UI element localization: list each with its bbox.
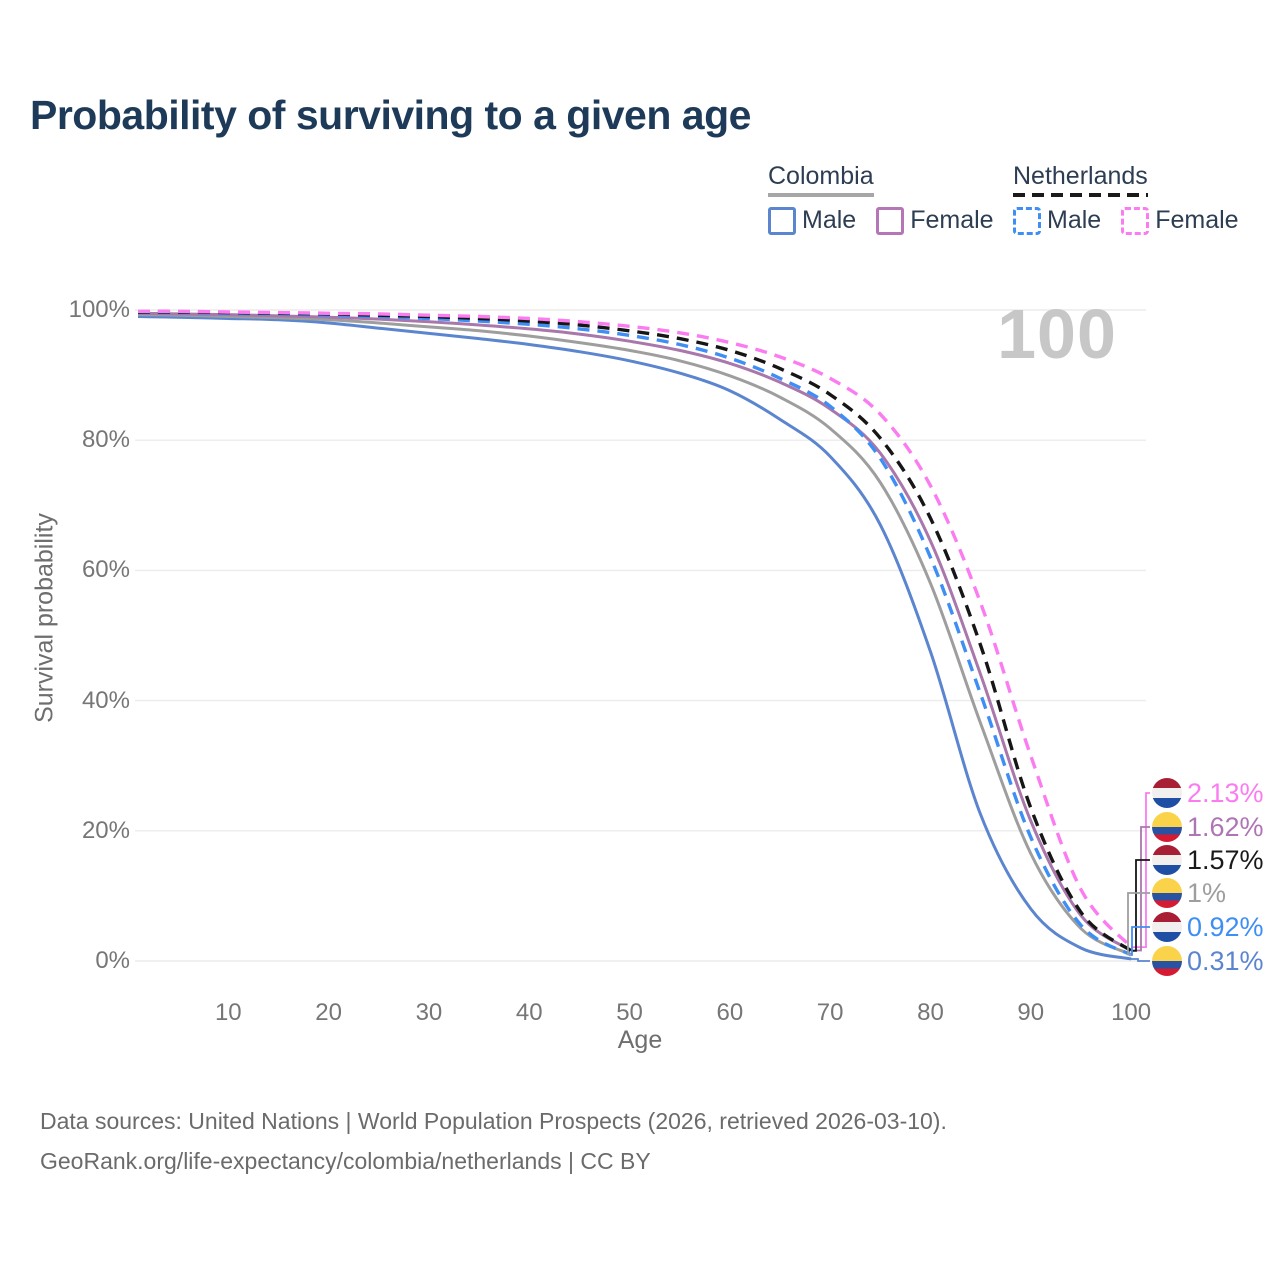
end-label-value: 1% <box>1187 878 1227 908</box>
x-tick-label-20: 20 <box>315 999 342 1026</box>
end-label-connector-netherlands-male <box>1131 926 1150 956</box>
y-tick-label-100: 100% <box>68 296 130 323</box>
legend-label-netherlands-female[interactable]: Female <box>1155 206 1239 234</box>
x-tick-label-60: 60 <box>716 999 744 1026</box>
series-line-netherlands-both <box>137 310 1133 953</box>
legend-checkbox-colombia-male[interactable] <box>768 206 796 235</box>
end-label-colombia-female: 1.62% <box>1152 812 1264 842</box>
y-tick-label-80: 80% <box>81 426 130 454</box>
footer-data-sources: Data sources: United Nations | World Pop… <box>40 1108 947 1134</box>
x-tick-label-80: 80 <box>917 999 944 1026</box>
x-axis-title: Age <box>617 1026 663 1054</box>
legend-group-colombia: Colombia Male Female <box>768 163 1008 235</box>
series-line-colombia-male <box>137 315 1132 961</box>
netherlands-flag-icon <box>1152 778 1182 808</box>
end-label-connector-colombia-female <box>1131 826 1150 952</box>
x-tick-label-30: 30 <box>415 999 443 1026</box>
legend-linestyle-solid <box>768 193 874 197</box>
legend-country-title[interactable]: Netherlands <box>1013 162 1148 190</box>
watermark-age-100: 100 <box>997 295 1117 373</box>
legend-label-netherlands-male[interactable]: Male <box>1047 206 1102 234</box>
colombia-flag-icon <box>1152 812 1182 842</box>
y-tick-label-20: 20% <box>81 816 130 844</box>
series-line-netherlands-male <box>137 310 1132 957</box>
series-line-colombia-female <box>137 311 1132 952</box>
legend-linestyle-dashed <box>1013 193 1148 197</box>
end-label-connector-netherlands-both <box>1131 859 1150 952</box>
end-label-netherlands-female: 2.13% <box>1152 778 1264 808</box>
y-tick-label-0: 0% <box>95 947 130 974</box>
netherlands-flag-icon <box>1152 845 1182 875</box>
legend-checkbox-netherlands-male[interactable] <box>1013 206 1041 235</box>
x-tick-label-10: 10 <box>214 999 242 1026</box>
end-label-netherlands-male: 0.92% <box>1152 912 1264 942</box>
x-tick-label-50: 50 <box>616 999 643 1026</box>
colombia-flag-icon <box>1152 946 1182 976</box>
x-tick-label-70: 70 <box>816 999 844 1026</box>
netherlands-flag-icon <box>1152 912 1182 942</box>
end-label-value: 0.92% <box>1187 912 1264 942</box>
legend-country-title[interactable]: Colombia <box>768 162 874 190</box>
end-label-value: 0.31% <box>1187 946 1264 976</box>
legend-checkbox-colombia-female[interactable] <box>876 206 905 235</box>
x-tick-label-90: 90 <box>1017 999 1045 1026</box>
x-tick-label-100: 100 <box>1111 999 1152 1026</box>
end-label-value: 1.57% <box>1187 845 1264 875</box>
end-label-netherlands-both: 1.57% <box>1152 845 1264 875</box>
colombia-flag-icon <box>1152 878 1182 908</box>
x-tick-label-40: 40 <box>515 999 543 1026</box>
end-label-value: 2.13% <box>1187 778 1264 808</box>
end-label-value: 1.62% <box>1187 812 1264 842</box>
y-tick-label-60: 60% <box>81 556 130 584</box>
end-label-connector-colombia-both <box>1127 892 1150 956</box>
legend-label-colombia-female[interactable]: Female <box>910 206 994 234</box>
end-label-connector-netherlands-female <box>1131 792 1150 948</box>
end-label-colombia-both: 1% <box>1152 878 1226 908</box>
page-title: Probability of surviving to a given age <box>30 92 751 138</box>
series-line-colombia-both <box>137 313 1132 956</box>
legend-label-colombia-male[interactable]: Male <box>802 206 857 234</box>
end-label-connector-colombia-male <box>1131 958 1150 962</box>
end-label-colombia-male: 0.31% <box>1152 946 1264 976</box>
series-line-netherlands-female <box>137 309 1133 949</box>
legend-checkbox-netherlands-female[interactable] <box>1121 206 1150 235</box>
legend-group-netherlands: Netherlands Male Female <box>1013 163 1253 235</box>
y-tick-label-40: 40% <box>81 686 130 714</box>
footer-attribution: GeoRank.org/life-expectancy/colombia/net… <box>40 1148 651 1174</box>
